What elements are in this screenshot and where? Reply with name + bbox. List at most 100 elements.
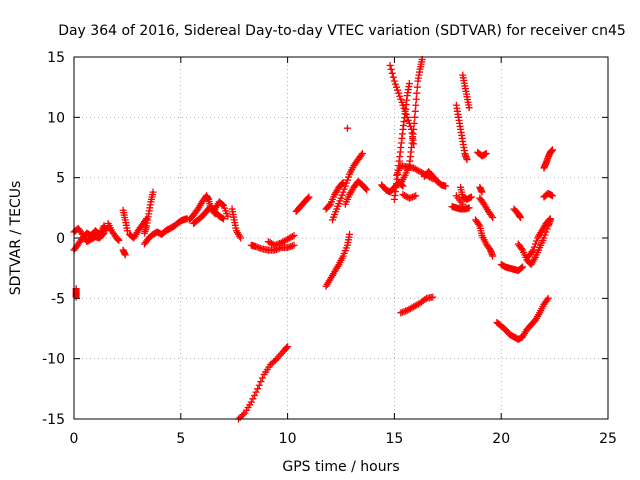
- data-point: [413, 83, 421, 91]
- series-s33: [457, 183, 475, 203]
- data-point: [459, 200, 467, 208]
- data-point: [254, 385, 262, 393]
- data-point: [343, 176, 351, 184]
- series-s21: [343, 124, 351, 132]
- data-point: [517, 245, 525, 253]
- data-point: [548, 146, 556, 154]
- series-s05: [119, 206, 131, 235]
- data-point: [247, 398, 255, 406]
- x-tick-label: 25: [599, 431, 617, 447]
- data-point: [516, 213, 524, 221]
- data-point: [546, 215, 554, 223]
- data-point: [531, 240, 539, 248]
- data-point: [548, 192, 556, 200]
- data-point: [485, 245, 493, 253]
- data-point: [404, 116, 412, 124]
- data-point: [363, 186, 371, 194]
- series-s36: [474, 148, 490, 160]
- data-point: [412, 95, 420, 103]
- y-tick-label: 10: [47, 110, 65, 126]
- x-tick-label: 0: [70, 431, 79, 447]
- data-point: [400, 104, 408, 112]
- y-axis-label: SDTVAR / TECUs: [8, 181, 24, 296]
- series-s41: [497, 261, 527, 275]
- x-axis-label: GPS time / hours: [282, 459, 399, 475]
- chart-title: Day 364 of 2016, Sidereal Day-to-day VTE…: [58, 23, 626, 39]
- data-point: [238, 412, 246, 420]
- data-point: [283, 344, 291, 352]
- data-point: [342, 179, 350, 187]
- data-point: [236, 413, 244, 421]
- data-point: [290, 232, 298, 240]
- data-point: [344, 173, 352, 181]
- data-point: [340, 185, 348, 193]
- data-point: [489, 252, 497, 260]
- data-point: [362, 185, 370, 193]
- data-point: [465, 104, 473, 112]
- data-point: [489, 213, 497, 221]
- series-s20: [328, 150, 366, 224]
- data-point: [121, 251, 129, 259]
- data-point: [482, 150, 490, 158]
- series-s45: [540, 146, 556, 172]
- series-s23: [378, 178, 407, 196]
- data-point: [304, 194, 312, 202]
- data-point: [252, 388, 260, 396]
- series-s46: [540, 189, 556, 201]
- data-point: [338, 191, 346, 199]
- data-point: [346, 230, 354, 238]
- data-point: [339, 188, 347, 196]
- data-point: [237, 234, 245, 242]
- series-s22: [341, 177, 371, 208]
- data-point: [410, 119, 418, 127]
- data-point: [391, 80, 399, 88]
- data-point: [393, 83, 401, 91]
- y-tick-label: -10: [42, 352, 65, 368]
- series-s39: [472, 216, 497, 260]
- y-tick-label: -5: [51, 291, 65, 307]
- series-s32: [459, 71, 473, 112]
- data-point: [115, 236, 123, 244]
- series-s14: [247, 241, 298, 254]
- data-point: [517, 264, 525, 272]
- series-s02: [70, 224, 108, 246]
- data-point: [528, 248, 536, 256]
- series-s19: [322, 230, 354, 290]
- series-s09: [140, 215, 191, 248]
- data-series-group: [70, 55, 556, 423]
- data-point: [388, 69, 396, 77]
- data-point: [429, 293, 437, 301]
- series-s40: [493, 294, 552, 343]
- data-point: [99, 230, 107, 238]
- data-point: [284, 343, 292, 351]
- series-s37: [476, 183, 486, 196]
- data-point: [357, 151, 365, 159]
- data-point: [410, 140, 418, 148]
- series-s44: [510, 205, 524, 221]
- series-s30: [397, 293, 437, 317]
- series-s28: [399, 191, 420, 202]
- data-point: [257, 378, 265, 386]
- y-tick-label: -15: [42, 412, 65, 428]
- data-point: [250, 391, 258, 399]
- series-s15: [264, 232, 298, 249]
- series-s08: [140, 188, 157, 237]
- data-point: [398, 98, 406, 106]
- data-point: [421, 296, 429, 304]
- data-point: [218, 201, 226, 209]
- data-point: [411, 107, 419, 115]
- data-point: [387, 65, 395, 73]
- series-s17: [292, 193, 313, 215]
- series-s12: [211, 198, 232, 220]
- data-point: [255, 381, 263, 389]
- data-point: [412, 101, 420, 109]
- data-point: [543, 296, 551, 304]
- data-point: [530, 243, 538, 251]
- data-point: [224, 212, 232, 220]
- data-point: [442, 182, 450, 190]
- x-tick-label: 5: [176, 431, 185, 447]
- data-point: [358, 150, 366, 158]
- y-tick-label: 15: [47, 50, 65, 66]
- grid-lines: [74, 57, 608, 419]
